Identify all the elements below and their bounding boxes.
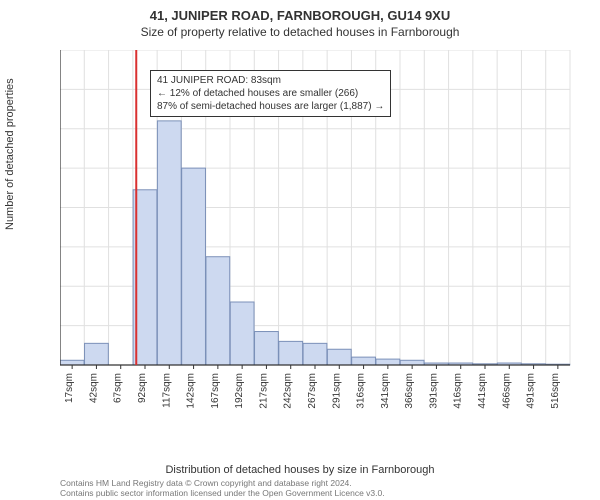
svg-text:67sqm: 67sqm — [113, 373, 124, 403]
footer-line1: Contains HM Land Registry data © Crown c… — [60, 478, 385, 488]
svg-text:291sqm: 291sqm — [331, 373, 342, 409]
footer-line2: Contains public sector information licen… — [60, 488, 385, 498]
svg-text:167sqm: 167sqm — [210, 373, 221, 409]
page-title: 41, JUNIPER ROAD, FARNBOROUGH, GU14 9XU — [0, 0, 600, 23]
annotation-line1: 41 JUNIPER ROAD: 83sqm — [157, 74, 384, 87]
annotation-line3: 87% of semi-detached houses are larger (… — [157, 100, 384, 113]
svg-text:341sqm: 341sqm — [380, 373, 391, 409]
footer-attribution: Contains HM Land Registry data © Crown c… — [60, 478, 385, 498]
svg-text:192sqm: 192sqm — [234, 373, 245, 409]
svg-text:117sqm: 117sqm — [161, 373, 172, 408]
x-axis-label: Distribution of detached houses by size … — [0, 464, 600, 476]
svg-text:92sqm: 92sqm — [137, 373, 148, 403]
svg-text:391sqm: 391sqm — [428, 373, 439, 409]
svg-text:491sqm: 491sqm — [526, 373, 537, 409]
annotation-line2: ← 12% of detached houses are smaller (26… — [157, 87, 384, 100]
svg-text:42sqm: 42sqm — [88, 373, 99, 403]
chart-area: 010020030040050060070080017sqm42sqm67sqm… — [60, 50, 580, 420]
svg-text:441sqm: 441sqm — [477, 373, 488, 409]
annotation-box: 41 JUNIPER ROAD: 83sqm ← 12% of detached… — [150, 70, 391, 117]
page-subtitle: Size of property relative to detached ho… — [0, 23, 600, 39]
svg-text:17sqm: 17sqm — [64, 373, 75, 403]
svg-text:217sqm: 217sqm — [258, 373, 269, 409]
svg-text:316sqm: 316sqm — [356, 373, 367, 409]
svg-text:466sqm: 466sqm — [501, 373, 512, 409]
svg-text:242sqm: 242sqm — [283, 373, 294, 409]
y-axis-label: Number of detached properties — [4, 78, 16, 230]
svg-text:416sqm: 416sqm — [453, 373, 464, 409]
svg-text:142sqm: 142sqm — [186, 373, 197, 409]
svg-text:516sqm: 516sqm — [550, 373, 561, 409]
svg-text:366sqm: 366sqm — [404, 373, 415, 409]
svg-text:267sqm: 267sqm — [307, 373, 318, 409]
